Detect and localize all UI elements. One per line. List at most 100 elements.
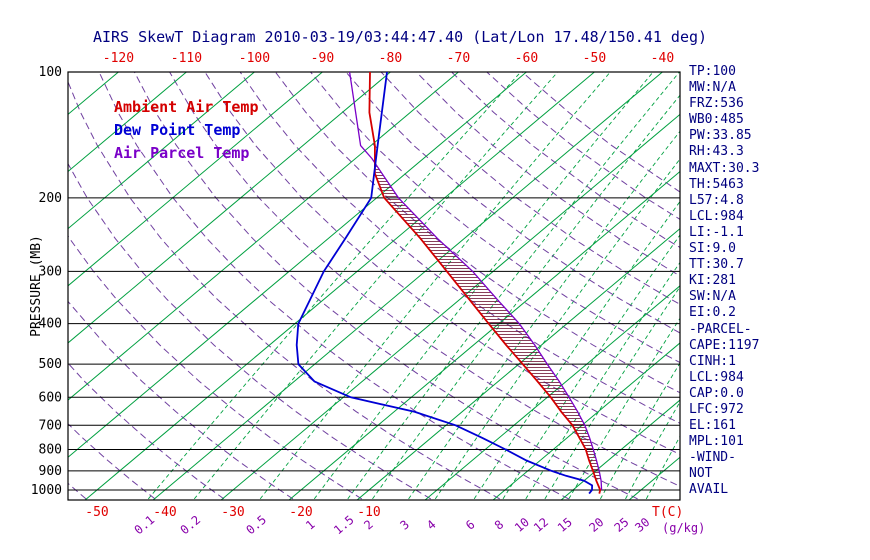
stat-line: MPL:101 xyxy=(689,434,744,450)
bottom-temp-tick-label: -50 xyxy=(85,505,108,520)
dry-adiabat-line xyxy=(68,235,363,500)
mixing-ratio-line xyxy=(600,362,680,500)
mixing-ratio-tick-label: 15 xyxy=(555,515,575,535)
dry-adiabat-line xyxy=(310,72,680,364)
top-axis-tick-label: -90 xyxy=(311,51,334,66)
bottom-temp-tick-label: -20 xyxy=(289,505,312,520)
dry-adiabat-line xyxy=(380,72,680,305)
mixing-ratio-line xyxy=(434,158,680,500)
isotherm-line xyxy=(68,72,459,401)
stat-line: KI:281 xyxy=(689,273,736,289)
stat-line: CAPE:1197 xyxy=(689,337,760,353)
stat-line: LI:-1.1 xyxy=(689,224,744,240)
pressure-tick-label: 300 xyxy=(39,264,62,279)
top-axis-tick-label: -70 xyxy=(447,51,470,66)
dry-adiabat-line xyxy=(204,72,680,456)
pressure-tick-label: 200 xyxy=(39,191,62,206)
stats-panel: TP:100 MW:N/A FRZ:536 WB0:485 PW:33.85 RH:43.… xyxy=(689,64,759,499)
top-axis-tick-label: -50 xyxy=(583,51,606,66)
mixing-ratio-line xyxy=(347,72,680,500)
pressure-tick-label: 100 xyxy=(39,65,62,80)
pressure-tick-label: 1000 xyxy=(31,483,62,498)
mixing-unit-label: (g/kg) xyxy=(662,521,705,535)
mixing-ratio-tick-label: 12 xyxy=(531,515,551,535)
isotherm-line xyxy=(560,399,680,500)
top-axis-tick-label: -110 xyxy=(171,51,202,66)
bottom-temp-tick-label: -30 xyxy=(221,505,244,520)
dry-adiabat-lines xyxy=(68,72,680,500)
mixing-ratio-tick-label: 20 xyxy=(586,515,606,535)
pressure-tick-label: 400 xyxy=(39,317,62,332)
pressure-tick-label: 600 xyxy=(39,390,62,405)
dry-adiabat-line xyxy=(68,362,225,500)
chart-title: AIRS SkewT Diagram 2010-03-19/03:44:47.4… xyxy=(92,28,708,46)
isotherm-line xyxy=(68,72,119,116)
stat-line: MAXT:30.3 xyxy=(689,160,760,176)
mixing-ratio-tick-label: 6 xyxy=(463,517,478,532)
mixing-ratio-lines xyxy=(147,72,680,500)
mixing-ratio-line xyxy=(372,94,680,500)
mixing-ratio-tick-label: 4 xyxy=(424,517,439,532)
legend-dew-point-temp: Dew Point Temp xyxy=(114,121,241,139)
mixing-ratio-line xyxy=(147,72,522,500)
dry-adiabat-line xyxy=(345,72,680,334)
isotherm-line xyxy=(68,72,527,458)
mixing-ratio-line xyxy=(625,400,680,500)
temp-unit-label: T(C) xyxy=(652,505,683,520)
top-axis-tick-label: -100 xyxy=(239,51,270,66)
dry-adiabat-line xyxy=(451,72,680,249)
stat-line: WB0:485 xyxy=(689,112,744,128)
stat-line: -WIND- xyxy=(689,450,736,466)
isotherm-line xyxy=(288,170,680,500)
stat-line: CINH:1 xyxy=(689,353,736,369)
top-axis-tick-label: -60 xyxy=(515,51,538,66)
stat-line: SI:9.0 xyxy=(689,241,736,257)
pressure-tick-label: 900 xyxy=(39,464,62,479)
dry-adiabat-line xyxy=(133,72,638,500)
stat-line: EL:161 xyxy=(689,418,736,434)
isotherm-line xyxy=(68,72,187,173)
stat-line: TT:30.7 xyxy=(689,257,744,273)
stat-line: PW:33.85 xyxy=(689,128,752,144)
dry-adiabat-line xyxy=(98,72,569,500)
dry-adiabat-line xyxy=(415,72,680,277)
mixing-ratio-line xyxy=(313,72,654,500)
mixing-ratio-tick-label: 25 xyxy=(612,515,632,535)
top-axis-tick-label: -120 xyxy=(103,51,134,66)
mixing-ratio-tick-label: 3 xyxy=(397,517,412,532)
mixing-ratio-line xyxy=(259,72,611,500)
stat-line: L57:4.8 xyxy=(689,192,744,208)
stat-line: SW:N/A xyxy=(689,289,736,305)
pressure-tick-label: 700 xyxy=(39,418,62,433)
mixing-ratio-tick-label: 1 xyxy=(303,517,318,532)
stat-line: -PARCEL- xyxy=(689,321,752,337)
mixing-ratio-tick-label: 1.5 xyxy=(331,513,357,538)
dry-adiabat-line xyxy=(68,162,432,500)
legend-ambient-air-temp: Ambient Air Temp xyxy=(114,98,259,116)
dewpoint-curve xyxy=(295,72,594,495)
top-axis-tick-label: -40 xyxy=(651,51,674,66)
mixing-ratio-line xyxy=(408,130,680,500)
y-axis-label: PRESSURE (MB) xyxy=(29,235,44,337)
isotherm-line xyxy=(356,228,680,500)
stat-line: MW:N/A xyxy=(689,80,736,96)
stat-line: TH:5463 xyxy=(689,176,744,192)
stat-line: FRZ:536 xyxy=(689,96,744,112)
dry-adiabat-line xyxy=(169,72,680,487)
stat-line: AVAIL xyxy=(689,482,729,498)
pressure-tick-label: 800 xyxy=(39,442,62,457)
chart-legend: Ambient Air Temp Dew Point Temp Air Parc… xyxy=(114,96,259,165)
isotherm-line xyxy=(152,72,663,500)
isotherm-line xyxy=(84,72,595,500)
bottom-temp-tick-label: -10 xyxy=(357,505,380,520)
ambient-temp-curve xyxy=(368,72,602,494)
mixing-ratio-tick-label: 0.2 xyxy=(178,513,204,538)
mixing-ratio-line xyxy=(193,72,559,500)
isotherm-line xyxy=(68,72,323,287)
mixing-ratio-tick-label: 0.5 xyxy=(243,513,269,538)
stat-line: LCL:984 xyxy=(689,369,744,385)
mixing-ratio-line xyxy=(525,261,680,500)
mixing-ratio-line xyxy=(645,435,680,500)
